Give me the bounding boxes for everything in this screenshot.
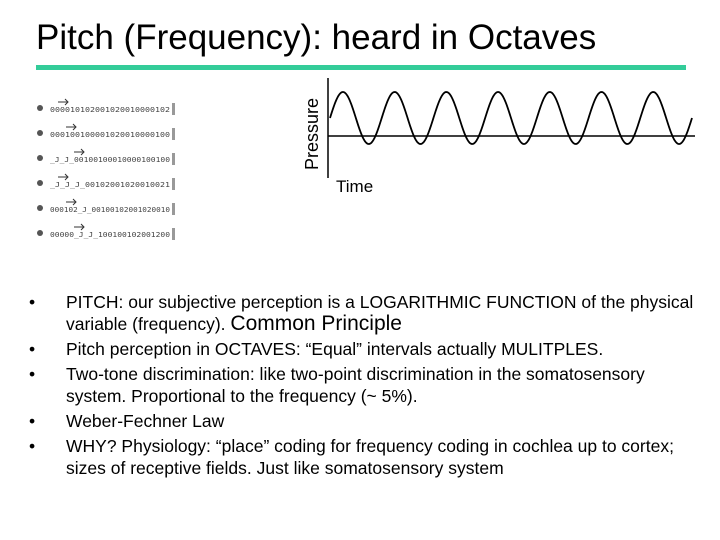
scope-end-marker bbox=[172, 228, 175, 240]
bullet-marker: • bbox=[29, 436, 36, 456]
ear-icon bbox=[37, 155, 43, 161]
arrow-icon bbox=[74, 223, 85, 231]
scope-trace: 000010102001020010000102 bbox=[50, 106, 170, 114]
bullet-emphasis: Common Principle bbox=[230, 312, 402, 335]
ear-icon bbox=[37, 130, 43, 136]
bullet-text: Pitch perception in OCTAVES: “Equal” int… bbox=[66, 339, 604, 359]
bullet-list: • PITCH: our subjective perception is a … bbox=[26, 291, 696, 482]
pressure-wave-plot bbox=[300, 78, 700, 178]
scope-row: _J_J_00100100010000100100 bbox=[37, 148, 175, 165]
scope-trace: 00000_J_J_100100102001200 bbox=[50, 231, 170, 239]
ear-icon bbox=[37, 205, 43, 211]
scope-end-marker bbox=[172, 103, 175, 115]
oscilloscope-traces-svg: 000010102001020010000102 0001001000010200… bbox=[37, 98, 175, 240]
bullet-text: Two-tone discrimination: like two-point … bbox=[66, 364, 645, 406]
scope-trace: 000100100001020010000100 bbox=[50, 131, 170, 139]
ear-icon bbox=[37, 105, 43, 111]
bullet-item: • Two-tone discrimination: like two-poin… bbox=[26, 363, 696, 407]
scope-row: 000010102001020010000102 bbox=[37, 98, 175, 115]
bullet-item: • Weber-Fechner Law bbox=[26, 410, 696, 432]
arrow-icon bbox=[74, 148, 85, 156]
sine-wave bbox=[329, 91, 693, 145]
title-underline bbox=[36, 65, 686, 70]
scope-row: 000102_J_00100102001020010 bbox=[37, 198, 175, 215]
slide-title: Pitch (Frequency): heard in Octaves bbox=[36, 18, 597, 57]
bullet-marker: • bbox=[29, 292, 36, 312]
scope-trace: _J_J_00100100010000100100 bbox=[50, 156, 170, 164]
y-axis-label: Pressure bbox=[302, 97, 322, 170]
oscilloscope-traces-image: 000010102001020010000102 0001001000010200… bbox=[30, 90, 180, 245]
x-axis-label: Time bbox=[336, 177, 374, 196]
arrow-icon bbox=[66, 198, 77, 206]
bullet-item: • WHY? Physiology: “place” coding for fr… bbox=[26, 435, 696, 479]
bullet-item: • PITCH: our subjective perception is a … bbox=[26, 291, 696, 335]
arrow-icon bbox=[66, 123, 77, 131]
scope-end-marker bbox=[172, 178, 175, 190]
bullet-marker: • bbox=[29, 339, 36, 359]
arrow-icon bbox=[58, 173, 69, 181]
scope-trace: 000102_J_00100102001020010 bbox=[50, 206, 170, 214]
bullet-marker: • bbox=[29, 364, 36, 384]
bullet-item: • Pitch perception in OCTAVES: “Equal” i… bbox=[26, 338, 696, 360]
arrow-icon bbox=[58, 98, 69, 106]
scope-row: 000100100001020010000100 bbox=[37, 123, 175, 140]
scope-row: 00000_J_J_100100102001200 bbox=[37, 223, 175, 240]
scope-rows: 000010102001020010000102 0001001000010200… bbox=[37, 98, 175, 240]
scope-end-marker bbox=[172, 128, 175, 140]
scope-row: _J_J_J_00102001020010021 bbox=[37, 173, 175, 190]
bullet-text: WHY? Physiology: “place” coding for freq… bbox=[66, 436, 674, 478]
bullet-text: Weber-Fechner Law bbox=[66, 411, 225, 431]
ear-icon bbox=[37, 180, 43, 186]
scope-trace: _J_J_J_00102001020010021 bbox=[50, 181, 170, 189]
bullet-marker: • bbox=[29, 411, 36, 431]
scope-end-marker bbox=[172, 203, 175, 215]
bullet-text: PITCH: our subjective perception is a LO… bbox=[66, 292, 694, 334]
pressure-wave-svg bbox=[327, 78, 695, 178]
ear-icon bbox=[37, 230, 43, 236]
scope-end-marker bbox=[172, 153, 175, 165]
